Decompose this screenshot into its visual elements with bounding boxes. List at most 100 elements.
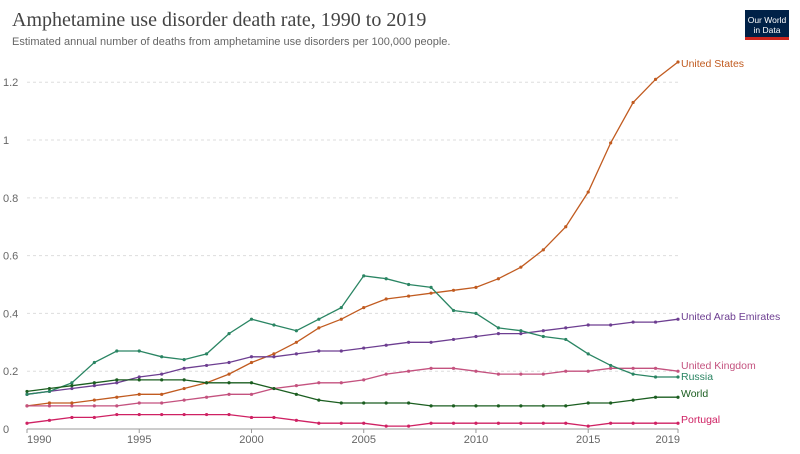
data-point-portugal bbox=[47, 418, 52, 422]
owid-logo[interactable]: Our World in Data bbox=[745, 10, 789, 40]
data-point-united-kingdom bbox=[429, 366, 433, 370]
data-point-world bbox=[586, 401, 590, 405]
series-label-portugal: Portugal bbox=[681, 414, 720, 426]
data-point-world bbox=[317, 398, 321, 402]
data-point-russia bbox=[272, 323, 276, 327]
data-point-russia bbox=[564, 337, 568, 342]
data-point-united-states bbox=[317, 326, 321, 330]
data-point-russia bbox=[204, 352, 209, 356]
data-point-world bbox=[451, 404, 456, 408]
data-point-russia bbox=[294, 329, 298, 333]
data-point-world bbox=[160, 378, 164, 382]
data-point-united-states bbox=[676, 60, 680, 64]
x-tick-label: 2000 bbox=[239, 434, 263, 446]
data-point-united-states bbox=[384, 297, 388, 301]
data-point-world bbox=[272, 386, 276, 391]
data-point-united-arab-emirates bbox=[92, 384, 96, 388]
data-point-world bbox=[519, 404, 523, 408]
data-point-portugal bbox=[496, 421, 501, 425]
data-point-united-kingdom bbox=[204, 395, 209, 399]
data-point-world bbox=[92, 381, 96, 385]
data-point-portugal bbox=[362, 421, 366, 425]
data-point-portugal bbox=[204, 412, 209, 417]
data-point-united-states bbox=[92, 398, 96, 402]
data-point-world bbox=[25, 389, 29, 394]
data-point-united-states bbox=[653, 77, 658, 81]
logo-line-2: in Data bbox=[753, 25, 781, 35]
data-point-united-kingdom bbox=[407, 369, 411, 373]
data-point-russia bbox=[137, 349, 141, 353]
data-point-united-kingdom bbox=[384, 372, 388, 376]
data-point-portugal bbox=[25, 421, 29, 425]
data-point-united-states bbox=[586, 190, 590, 194]
data-point-united-states bbox=[249, 360, 254, 365]
data-point-united-arab-emirates bbox=[586, 323, 590, 327]
data-point-united-kingdom bbox=[47, 404, 52, 408]
data-point-united-kingdom bbox=[92, 404, 96, 408]
data-point-portugal bbox=[384, 424, 388, 428]
data-point-world bbox=[227, 381, 231, 385]
data-point-united-arab-emirates bbox=[339, 349, 343, 353]
data-point-united-kingdom bbox=[115, 404, 119, 408]
data-point-portugal bbox=[653, 421, 658, 425]
data-point-world bbox=[249, 381, 254, 385]
data-point-portugal bbox=[676, 421, 680, 425]
data-point-russia bbox=[429, 285, 433, 290]
data-point-united-kingdom bbox=[317, 381, 321, 385]
data-point-portugal bbox=[564, 421, 568, 425]
data-point-russia bbox=[519, 329, 523, 333]
series-line-russia bbox=[26, 275, 678, 395]
data-point-world bbox=[496, 404, 501, 408]
x-tick-label: 2010 bbox=[464, 434, 488, 446]
data-point-world bbox=[653, 395, 658, 399]
data-point-united-arab-emirates bbox=[429, 340, 433, 344]
data-point-united-kingdom bbox=[631, 366, 635, 370]
data-point-russia bbox=[496, 326, 501, 330]
data-point-united-arab-emirates bbox=[182, 366, 186, 370]
series-label-united-arab-emirates: United Arab Emirates bbox=[681, 311, 780, 323]
data-point-united-states bbox=[227, 372, 231, 376]
data-point-united-kingdom bbox=[249, 392, 254, 396]
data-point-russia bbox=[70, 381, 74, 385]
data-point-world bbox=[339, 401, 343, 405]
data-point-russia bbox=[541, 334, 545, 339]
data-point-world bbox=[407, 401, 411, 405]
y-tick-label: 1 bbox=[3, 135, 9, 147]
data-point-russia bbox=[384, 277, 388, 281]
data-point-united-arab-emirates bbox=[362, 346, 366, 350]
data-point-world bbox=[384, 401, 388, 405]
data-point-portugal bbox=[160, 412, 164, 417]
data-point-portugal bbox=[586, 424, 590, 428]
data-point-united-kingdom bbox=[137, 401, 141, 405]
data-point-portugal bbox=[429, 421, 433, 425]
data-point-united-kingdom bbox=[160, 401, 164, 405]
data-point-united-arab-emirates bbox=[272, 355, 276, 359]
x-tick-label: 1995 bbox=[127, 434, 151, 446]
data-point-russia bbox=[631, 372, 635, 376]
data-point-united-states bbox=[451, 288, 456, 292]
series-label-world: World bbox=[681, 388, 708, 400]
data-point-united-states bbox=[609, 141, 613, 145]
data-point-world bbox=[631, 398, 635, 402]
data-point-united-states bbox=[564, 225, 568, 229]
data-point-united-arab-emirates bbox=[676, 317, 680, 321]
data-point-united-arab-emirates bbox=[227, 360, 231, 365]
data-point-united-kingdom bbox=[496, 372, 501, 376]
data-point-united-arab-emirates bbox=[564, 326, 568, 330]
data-point-united-kingdom bbox=[339, 381, 343, 385]
data-point-russia bbox=[317, 317, 321, 321]
x-tick-label: 2015 bbox=[576, 434, 600, 446]
data-point-united-states bbox=[496, 277, 501, 281]
data-point-united-arab-emirates bbox=[609, 323, 613, 327]
data-point-portugal bbox=[631, 421, 635, 425]
data-point-united-states bbox=[137, 392, 141, 396]
data-point-world bbox=[182, 378, 186, 382]
data-point-portugal bbox=[272, 415, 276, 420]
data-point-russia bbox=[676, 375, 680, 379]
data-point-portugal bbox=[609, 421, 613, 425]
series-line-united-states bbox=[26, 61, 679, 407]
data-point-portugal bbox=[407, 424, 411, 428]
data-point-united-kingdom bbox=[676, 369, 680, 373]
data-point-united-states bbox=[115, 395, 119, 399]
